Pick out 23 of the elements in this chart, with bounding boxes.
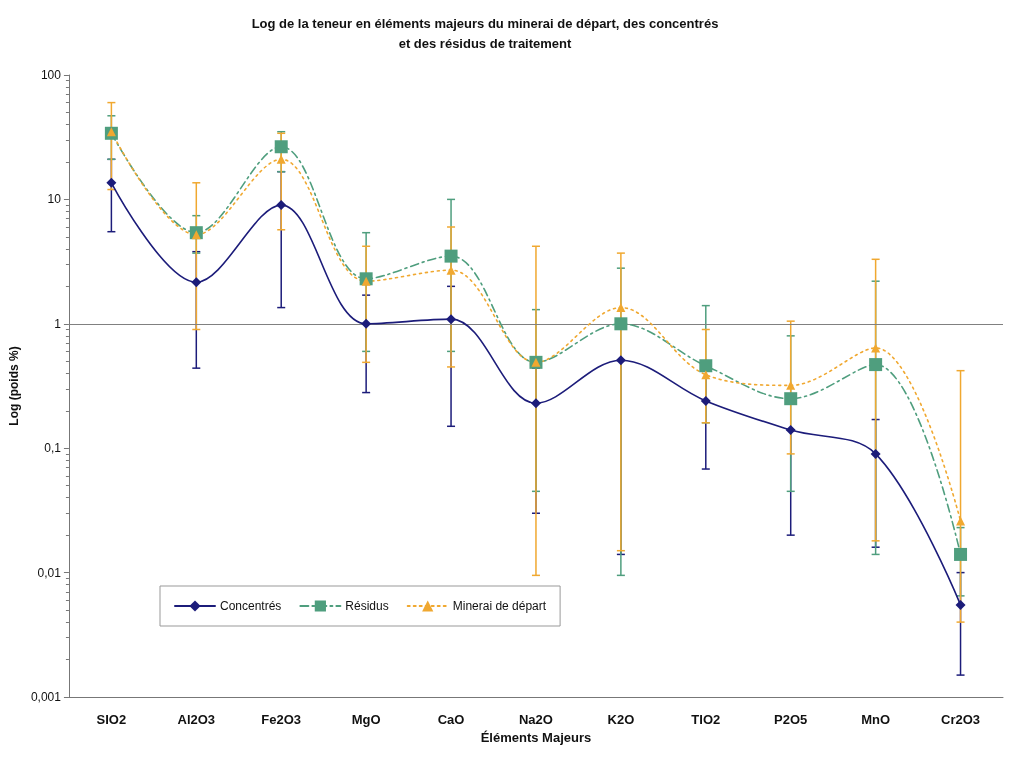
x-tick-label: K2O xyxy=(607,712,635,727)
x-tick-label: MnO xyxy=(861,712,891,727)
x-tick-label: Cr2O3 xyxy=(941,712,981,727)
legend-label: Concentrés xyxy=(220,599,282,613)
chart-title: Log de la teneur en éléments majeurs du minerai de départ, des concentrés et des résidus de traitement xyxy=(251,15,719,51)
x-tick-label: SIO2 xyxy=(96,712,127,727)
x-tick-label: TIO2 xyxy=(691,712,721,727)
y-tick-label: 100 xyxy=(40,68,62,82)
x-tick-label: MgO xyxy=(351,712,381,727)
y-axis-title: Log (poids %) xyxy=(7,346,21,426)
y-tick-label: 0,1 xyxy=(44,441,62,456)
legend-label: Résidus xyxy=(345,599,389,613)
x-axis-title: Éléments Majeurs xyxy=(480,730,592,745)
x-tick-label: CaO xyxy=(437,712,465,727)
x-tick-label: P2O5 xyxy=(774,712,808,727)
y-tick-label: 0,001 xyxy=(30,690,62,704)
legend-label: Minerai de départ xyxy=(452,599,547,613)
x-tick-label: Al2O3 xyxy=(177,712,216,727)
y-tick-label: 0,01 xyxy=(37,565,62,580)
y-tick-label: 1 xyxy=(54,316,62,331)
x-tick-label: Fe2O3 xyxy=(261,712,302,727)
y-tick-label: 10 xyxy=(47,192,62,207)
x-tick-label: Na2O xyxy=(518,712,553,727)
